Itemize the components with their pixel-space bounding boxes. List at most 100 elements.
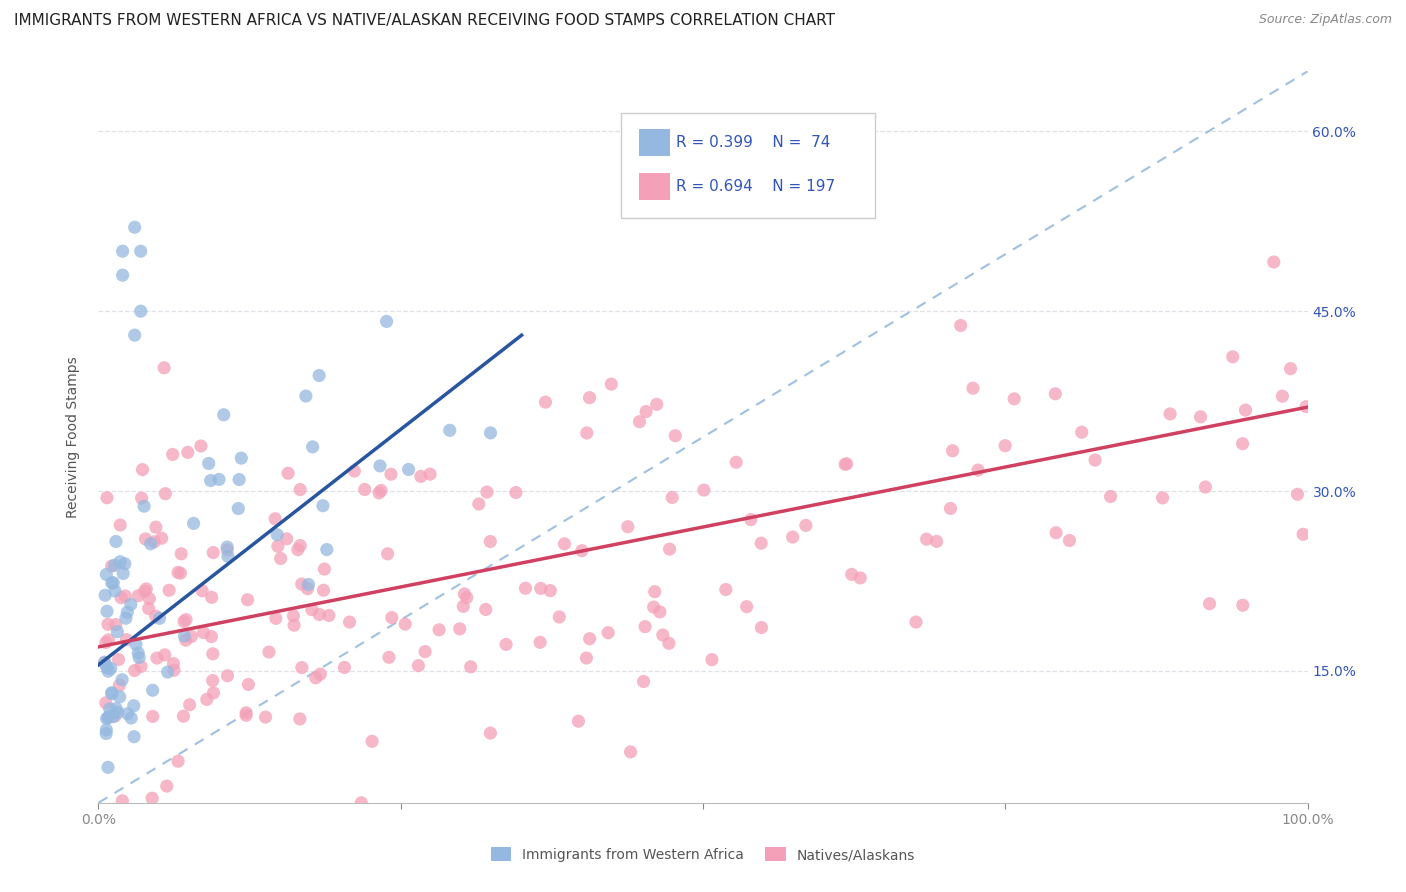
Point <box>131 491 153 505</box>
Point <box>312 499 335 513</box>
Point <box>267 539 290 553</box>
Point <box>100 575 122 590</box>
Point <box>413 644 436 658</box>
Point <box>145 520 167 534</box>
Point <box>1234 403 1257 417</box>
Point <box>172 709 194 723</box>
Point <box>1271 389 1294 403</box>
Point <box>235 706 257 720</box>
Point <box>236 592 259 607</box>
Point <box>217 540 239 554</box>
Point <box>115 611 138 625</box>
Point <box>295 389 318 403</box>
Point <box>453 599 475 614</box>
Point <box>297 577 319 591</box>
Point <box>308 607 330 622</box>
Point <box>553 537 575 551</box>
Point <box>1084 453 1107 467</box>
Point <box>145 609 167 624</box>
Point <box>915 532 938 546</box>
Point <box>394 617 416 632</box>
Point <box>1099 490 1122 504</box>
Point <box>212 408 235 422</box>
Point <box>105 701 128 715</box>
Point <box>120 711 142 725</box>
Point <box>163 663 186 677</box>
Point <box>96 491 118 505</box>
Point <box>479 425 502 440</box>
Point <box>129 244 152 259</box>
Point <box>157 583 180 598</box>
Point <box>114 589 136 603</box>
Point <box>114 557 136 571</box>
Point <box>628 415 651 429</box>
Point <box>142 683 165 698</box>
Point <box>131 462 153 476</box>
Point <box>96 567 118 582</box>
Point <box>290 539 312 553</box>
Point <box>548 610 571 624</box>
Point <box>231 451 253 466</box>
Point <box>301 602 323 616</box>
Point <box>108 555 131 569</box>
Y-axis label: Receiving Food Stamps: Receiving Food Stamps <box>66 356 80 518</box>
Point <box>107 706 129 720</box>
Point <box>104 709 127 723</box>
Point <box>96 660 118 674</box>
Point <box>849 571 872 585</box>
Point <box>439 423 461 437</box>
Point <box>138 601 160 615</box>
Point <box>841 567 863 582</box>
Point <box>104 617 127 632</box>
Point <box>117 706 139 721</box>
Point <box>94 696 117 710</box>
Point <box>105 624 128 639</box>
Point <box>375 314 398 328</box>
Point <box>129 659 152 673</box>
Point <box>643 600 665 615</box>
Point <box>534 395 557 409</box>
Point <box>460 660 482 674</box>
Point <box>529 635 551 649</box>
Point <box>201 647 224 661</box>
Point <box>97 664 120 678</box>
Point <box>124 664 146 678</box>
Text: R = 0.399    N =  74: R = 0.399 N = 74 <box>676 135 830 150</box>
Point <box>97 632 120 647</box>
Point <box>122 730 145 744</box>
Point <box>962 381 984 395</box>
Point <box>162 447 184 461</box>
Point <box>381 610 404 624</box>
Point <box>427 623 450 637</box>
Point <box>343 464 366 478</box>
Point <box>693 483 716 497</box>
Point <box>97 617 120 632</box>
Point <box>735 599 758 614</box>
Point <box>967 463 990 477</box>
Point <box>1070 425 1092 440</box>
Point <box>146 651 169 665</box>
Point <box>264 611 287 625</box>
Point <box>598 625 620 640</box>
Point <box>217 543 239 558</box>
Point <box>129 304 152 318</box>
Point <box>409 469 432 483</box>
Point <box>575 425 598 440</box>
Point <box>100 686 122 700</box>
Point <box>180 630 202 644</box>
Point <box>942 443 965 458</box>
Point <box>567 714 589 729</box>
Point <box>578 391 600 405</box>
Point <box>600 377 623 392</box>
Point <box>1002 392 1025 406</box>
Point <box>751 621 773 635</box>
Point <box>97 760 120 774</box>
Point <box>141 791 163 805</box>
Point <box>479 726 502 740</box>
Point <box>191 583 214 598</box>
Point <box>98 702 121 716</box>
Point <box>226 501 249 516</box>
Point <box>309 667 332 681</box>
Point <box>505 485 527 500</box>
Point <box>96 604 118 618</box>
